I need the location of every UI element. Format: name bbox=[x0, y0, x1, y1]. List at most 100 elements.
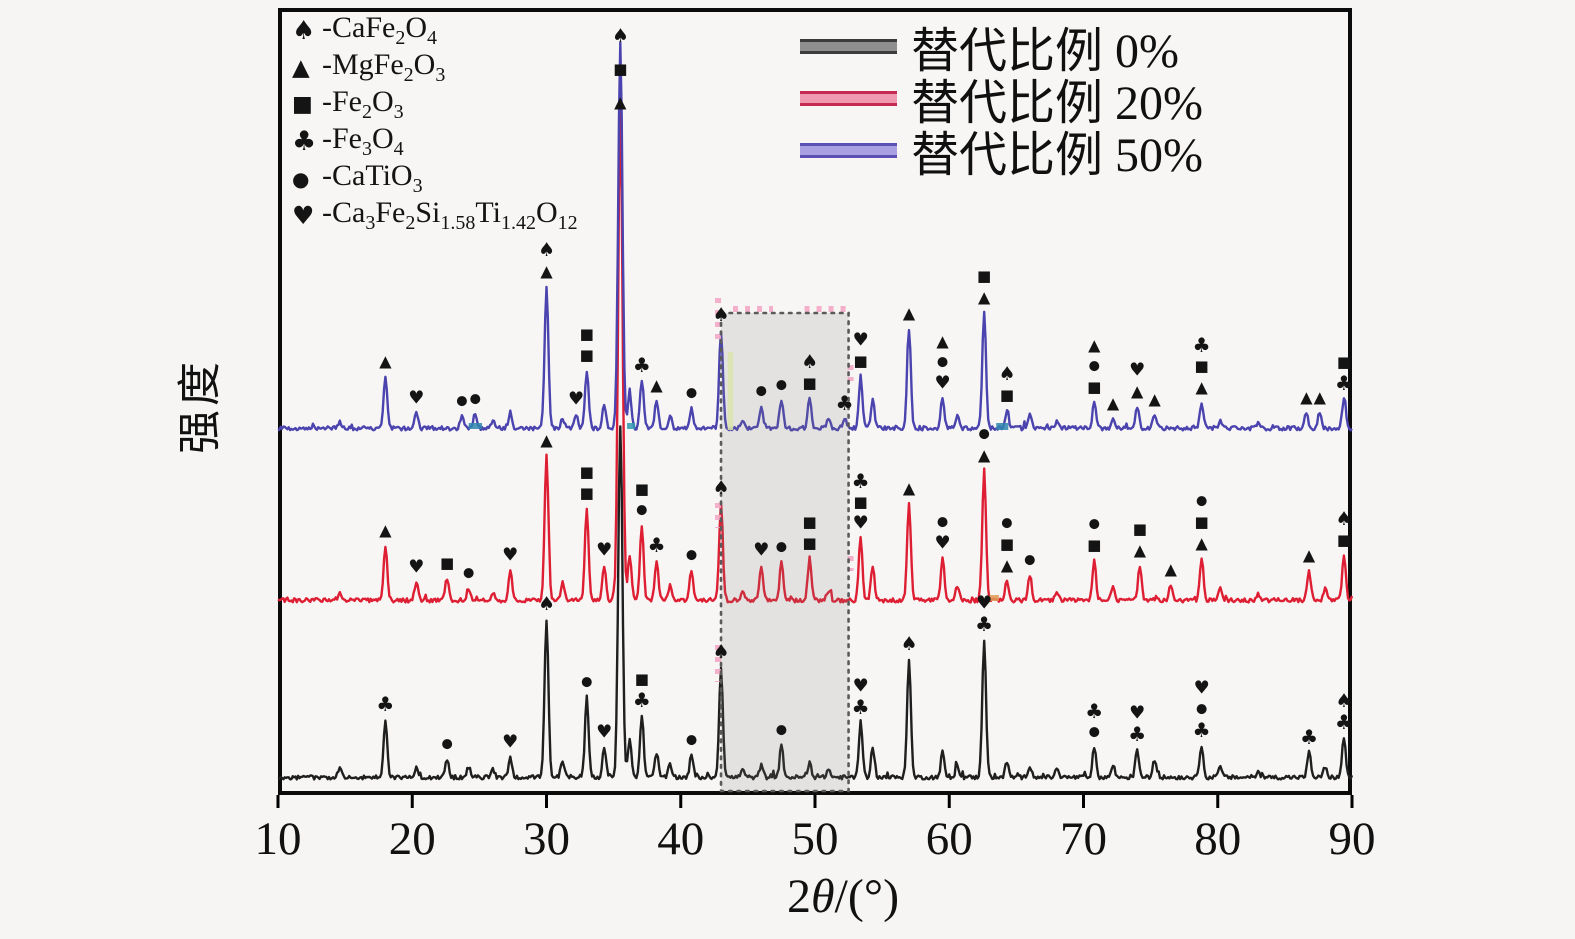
peak-marker-club-icon: ♣ bbox=[1193, 718, 1211, 742]
peak-marker-triangle-icon: ▲ bbox=[1300, 388, 1313, 407]
peak-marker-triangle-icon: ▲ bbox=[1134, 541, 1147, 560]
peak-marker-club-icon: ♣ bbox=[376, 692, 394, 716]
trace-1 bbox=[277, 108, 1354, 604]
peak-marker-square-icon: ■ bbox=[1337, 353, 1351, 371]
peak-marker-square-icon: ■ bbox=[1195, 513, 1209, 531]
peak-marker-circle-icon: ● bbox=[1024, 553, 1035, 568]
peak-marker-circle-icon: ● bbox=[756, 384, 767, 399]
peak-marker-triangle-icon: ▲ bbox=[379, 521, 392, 540]
phase-legend-row: ♥ -Ca3Fe2Si1.58Ti1.42O12 bbox=[292, 196, 578, 234]
phase-formula: -Fe3O4 bbox=[322, 122, 404, 160]
peak-marker-circle-icon: ● bbox=[1089, 517, 1100, 532]
peak-marker-square-icon: ■ bbox=[854, 493, 868, 511]
x-tick-label: 30 bbox=[523, 813, 570, 865]
peak-marker-club-icon: ♣ bbox=[1128, 722, 1146, 746]
peak-marker-triangle-icon: ▲ bbox=[1195, 378, 1208, 397]
phase-legend-row: ■ -Fe2O3 bbox=[292, 85, 578, 123]
x-tick-label: 50 bbox=[791, 813, 839, 865]
peak-marker-circle-icon: ● bbox=[686, 386, 697, 401]
peak-marker-triangle-icon: ▲ bbox=[903, 479, 916, 498]
peak-marker-spade-icon: ♠ bbox=[998, 363, 1015, 385]
peak-marker-circle-icon: ● bbox=[978, 427, 989, 442]
phase-legend-row: ♣ -Fe3O4 bbox=[292, 122, 578, 160]
heart-icon: ♥ bbox=[292, 201, 315, 230]
x-axis-title: 2 θ/(°) bbox=[786, 869, 900, 923]
peak-marker-triangle-icon: ▲ bbox=[1303, 546, 1316, 565]
phase-formula: -CaTiO3 bbox=[322, 159, 423, 197]
triangle-icon: ▲ bbox=[292, 54, 310, 81]
series-swatch bbox=[800, 90, 897, 106]
peak-marker-heart-icon: ♥ bbox=[1129, 360, 1145, 381]
peak-marker-heart-icon: ♥ bbox=[596, 722, 612, 743]
series-label: 替代比例 0% bbox=[911, 25, 1179, 78]
peak-marker-square-icon: ■ bbox=[440, 554, 454, 572]
series-swatch bbox=[800, 142, 897, 158]
spade-icon: ♠ bbox=[292, 15, 316, 46]
peak-marker-club-icon: ♣ bbox=[1335, 710, 1353, 734]
peak-marker-triangle-icon: ▲ bbox=[650, 376, 663, 395]
peak-marker-circle-icon: ● bbox=[470, 392, 481, 407]
trace-0 bbox=[277, 425, 1354, 781]
peak-marker-triangle-icon: ▲ bbox=[614, 93, 627, 112]
peak-marker-club-icon: ♣ bbox=[836, 391, 854, 415]
phase-legend: ♠ -CaFe2O4 ▲ -MgFe2O3 ■ -Fe2O3 ♣ -Fe3O4 ● -CaTiO3… bbox=[292, 11, 578, 234]
peak-marker-square-icon: ■ bbox=[1195, 357, 1209, 375]
peak-marker-circle-icon: ● bbox=[776, 540, 787, 555]
trace-artifact bbox=[996, 423, 1009, 430]
peak-marker-club-icon: ♣ bbox=[852, 695, 870, 719]
peak-marker-heart-icon: ♥ bbox=[853, 330, 869, 351]
peak-marker-spade-icon: ♠ bbox=[612, 25, 629, 47]
phase-formula: -Fe2O3 bbox=[322, 85, 404, 123]
peak-marker-square-icon: ■ bbox=[635, 480, 649, 498]
peak-marker-circle-icon: ● bbox=[1001, 516, 1012, 531]
peak-marker-square-icon: ■ bbox=[580, 325, 594, 343]
peak-marker-circle-icon: ● bbox=[636, 503, 647, 518]
x-tick-label: 40 bbox=[657, 813, 705, 865]
peak-marker-triangle-icon: ▲ bbox=[1001, 556, 1014, 575]
peak-marker-square-icon: ■ bbox=[635, 670, 649, 688]
peak-marker-spade-icon: ♠ bbox=[538, 593, 555, 615]
peak-marker-heart-icon: ♥ bbox=[408, 388, 424, 409]
peak-marker-square-icon: ■ bbox=[613, 60, 627, 78]
peak-marker-triangle-icon: ▲ bbox=[1107, 394, 1120, 413]
trace-2 bbox=[277, 41, 1353, 432]
peak-marker-heart-icon: ♥ bbox=[502, 545, 518, 566]
phase-legend-row: ▲ -MgFe2O3 bbox=[292, 48, 578, 86]
x-tick-label: 10 bbox=[254, 813, 302, 865]
peak-marker-triangle-icon: ▲ bbox=[1131, 382, 1144, 401]
peak-marker-club-icon: ♣ bbox=[1085, 699, 1103, 723]
plot-frame bbox=[278, 8, 1352, 795]
peak-marker-heart-icon: ♥ bbox=[1194, 678, 1210, 699]
x-tick-label: 80 bbox=[1194, 813, 1242, 865]
highlight-region-fill bbox=[721, 313, 849, 791]
series-label: 替代比例 50% bbox=[911, 129, 1203, 182]
peak-marker-spade-icon: ♠ bbox=[713, 477, 730, 499]
peak-marker-spade-icon: ♠ bbox=[1335, 690, 1352, 712]
peak-marker-circle-icon: ● bbox=[456, 394, 467, 409]
x-tick-label: 90 bbox=[1328, 813, 1376, 865]
series-swatch bbox=[800, 38, 897, 54]
series-legend-row: 替代比例 20% bbox=[800, 72, 1203, 130]
peak-marker-triangle-icon: ▲ bbox=[540, 431, 553, 450]
peak-marker-circle-icon: ● bbox=[581, 675, 592, 690]
peak-marker-heart-icon: ♥ bbox=[934, 533, 950, 554]
peak-marker-square-icon: ■ bbox=[803, 513, 817, 531]
peak-marker-spade-icon: ♠ bbox=[801, 351, 818, 373]
peak-marker-heart-icon: ♥ bbox=[502, 732, 518, 753]
peak-marker-heart-icon: ♥ bbox=[1129, 703, 1145, 724]
series-legend: 替代比例 0% 替代比例 20% 替代比例 50% bbox=[800, 20, 1203, 182]
x-tick-label: 20 bbox=[388, 813, 436, 865]
peak-marker-club-icon: ♣ bbox=[633, 688, 651, 712]
peak-marker-triangle-icon: ▲ bbox=[936, 332, 949, 351]
peak-marker-square-icon: ■ bbox=[1000, 386, 1014, 404]
peak-marker-heart-icon: ♥ bbox=[853, 513, 869, 534]
phase-formula: -Ca3Fe2Si1.58Ti1.42O12 bbox=[322, 196, 578, 234]
peak-marker-triangle-icon: ▲ bbox=[1314, 388, 1327, 407]
peak-marker-heart-icon: ♥ bbox=[976, 593, 992, 614]
peak-marker-club-icon: ♣ bbox=[1300, 725, 1318, 749]
peak-marker-circle-icon: ● bbox=[686, 548, 697, 563]
peak-marker-circle-icon: ● bbox=[686, 733, 697, 748]
peak-marker-triangle-icon: ▲ bbox=[1088, 336, 1101, 355]
peak-marker-triangle-icon: ▲ bbox=[978, 446, 991, 465]
